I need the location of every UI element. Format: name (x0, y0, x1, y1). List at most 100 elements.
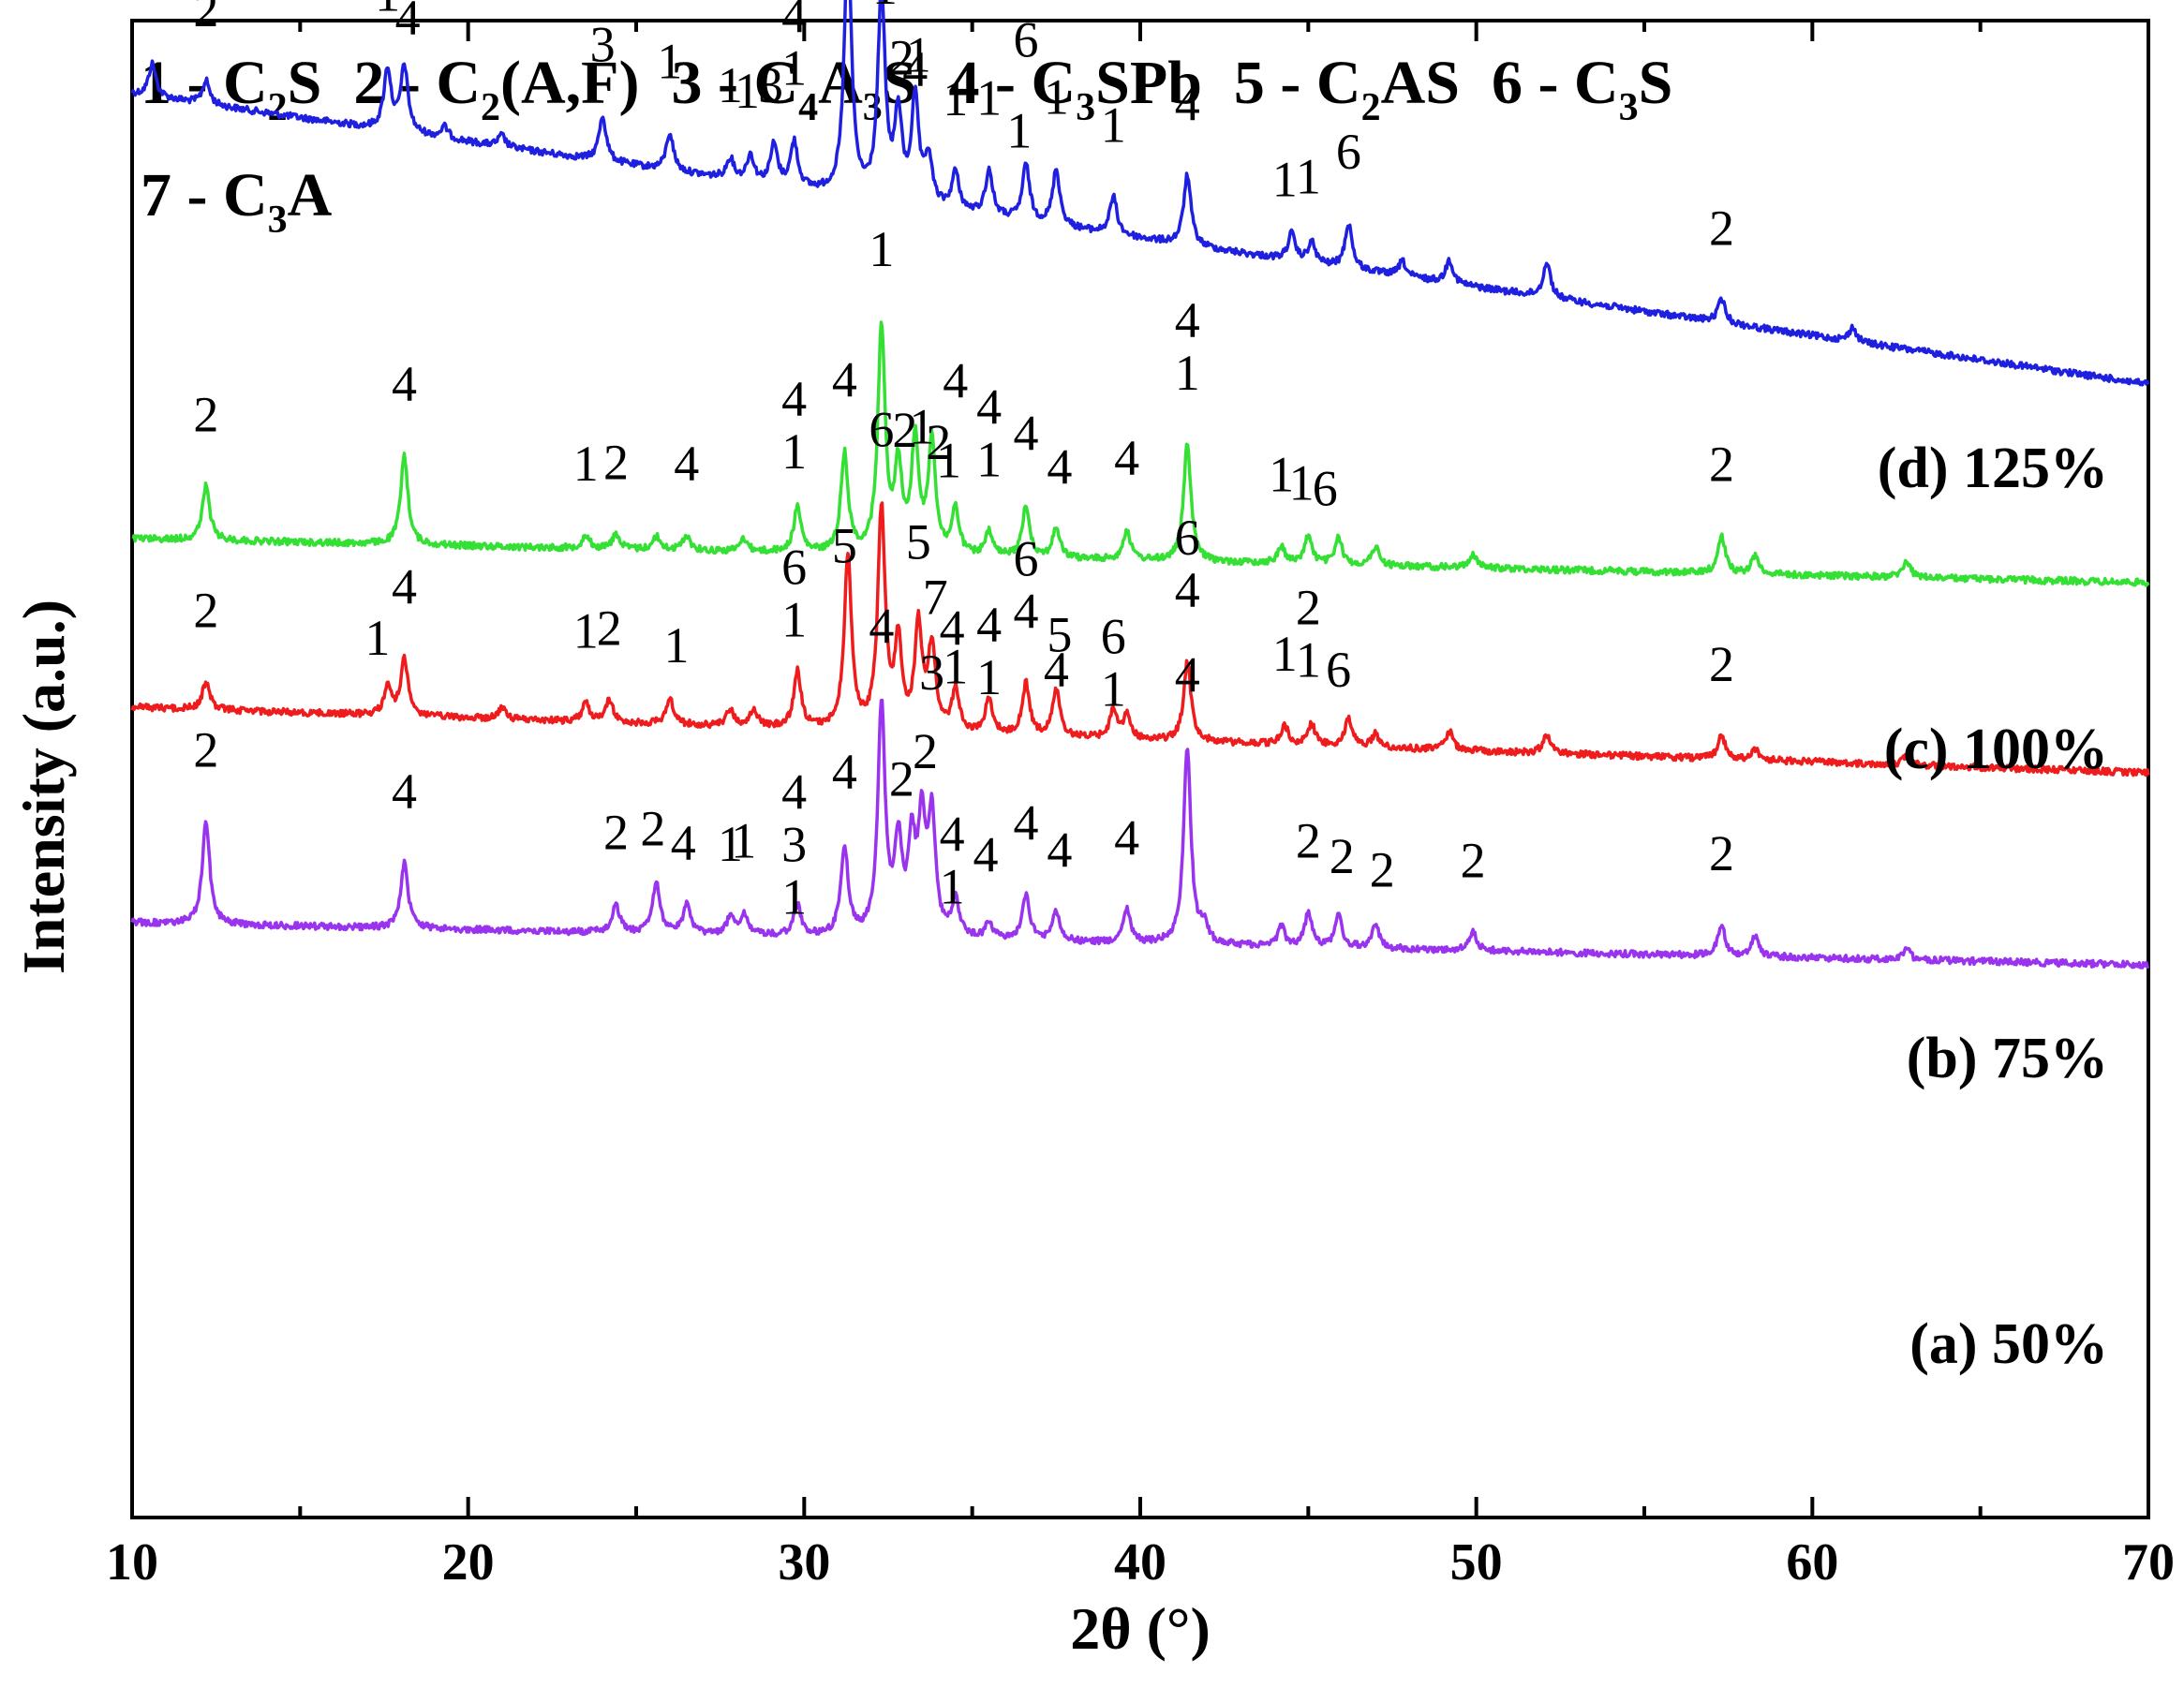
peak-label: 1 (573, 603, 599, 659)
peak-label: 2 (603, 805, 629, 861)
peak-label: 2 (193, 387, 218, 443)
peak-label: 2 (1709, 636, 1734, 692)
peak-label: 4 (832, 744, 857, 800)
peak-label: 4 (1044, 642, 1069, 698)
series-label: (c) 100% (1884, 718, 2108, 781)
peak-label: 6 (1313, 461, 1338, 517)
peak-label: 3 (781, 816, 807, 872)
x-tick-label: 20 (442, 1533, 495, 1592)
peak-label: 2 (889, 751, 914, 807)
peak-label: 6 (1014, 530, 1039, 586)
y-axis-title: Intensity (a.u.) (10, 600, 77, 974)
peak-label: 5 (832, 517, 857, 573)
peak-label: 4 (392, 763, 417, 820)
peak-label: 4 (832, 351, 857, 407)
peak-label: 1 (735, 63, 760, 119)
legend-formula: AS (1381, 49, 1460, 117)
peak-label: 1 (1272, 626, 1298, 682)
peak-labels: 2143111341112141161114116224124414121241… (193, 0, 1734, 925)
peak-label: 1 (1101, 661, 1126, 718)
peak-label: 6 (1175, 510, 1200, 566)
xrd-trace (130, 0, 2150, 387)
legend-formula: S (288, 49, 322, 117)
peak-label: 2 (1370, 842, 1395, 898)
peak-label: 6 (1326, 642, 1351, 698)
peak-label: 1 (657, 34, 682, 90)
peak-label: 4 (1114, 809, 1139, 866)
peak-label: 4 (1014, 583, 1039, 639)
peak-label: 4 (1175, 647, 1200, 703)
peak-label: 7 (923, 570, 948, 626)
legend-formula: SPb (1095, 49, 1202, 117)
legend-subscript: 2 (268, 86, 288, 129)
peak-label: 4 (781, 763, 807, 820)
peak-label: 2 (892, 402, 917, 458)
series-label: (b) 75% (1907, 1027, 2108, 1090)
peak-label: 4 (1047, 822, 1072, 879)
peak-label: 4 (973, 827, 999, 883)
legend-formula: S (1639, 49, 1673, 117)
x-tick-label: 70 (2122, 1533, 2175, 1592)
peak-label: 2 (1461, 833, 1486, 889)
legend-entry: 7 - C (141, 161, 268, 230)
peak-label: 1 (940, 859, 965, 915)
peak-label: 1 (664, 617, 690, 674)
legend-subscript: 3 (863, 86, 883, 129)
peak-label: 4 (781, 371, 807, 427)
legend-subscript: 3 (1076, 86, 1095, 129)
peak-label: 6 (781, 540, 807, 596)
peak-label: 4 (1014, 406, 1039, 462)
x-tick-label: 40 (1114, 1533, 1166, 1592)
x-tick-label: 30 (778, 1533, 830, 1592)
peak-label: 1 (869, 221, 894, 277)
peak-label: 4 (781, 0, 807, 44)
legend-subscript: 2 (1361, 86, 1381, 129)
peak-label: 2 (1330, 828, 1355, 884)
peak-label: 2 (1296, 812, 1321, 868)
peak-label: 1 (1296, 632, 1321, 689)
peak-label: 1 (781, 868, 807, 925)
peak-label: 1 (872, 0, 898, 15)
peak-label: 2 (1709, 437, 1734, 493)
plot-frame (130, 19, 2150, 1519)
peak-label: 4 (1047, 439, 1072, 496)
peak-label: 1 (573, 436, 599, 492)
peak-label: 6 (869, 401, 894, 457)
peak-label: 4 (902, 41, 928, 97)
peak-label: 2 (603, 434, 629, 490)
legend-formula: A (288, 161, 333, 230)
peak-label: 4 (671, 815, 696, 871)
peak-label: 4 (674, 436, 699, 492)
x-tick-label: 10 (106, 1533, 158, 1592)
peak-label: 2 (926, 414, 951, 470)
peak-label: 1 (936, 433, 961, 489)
peak-label: 1 (909, 398, 934, 454)
peak-label: 4 (1175, 292, 1200, 348)
peak-label: 4 (1175, 76, 1200, 132)
legend-subscript: 3 (268, 199, 288, 242)
peak-label: 5 (1047, 607, 1072, 663)
legend-subscript: 3 (1619, 86, 1639, 129)
peak-label: 1 (943, 638, 968, 694)
peak-label: 1 (1296, 148, 1321, 204)
xrd-trace (130, 698, 2150, 970)
peak-label: 2 (640, 801, 665, 857)
peak-label: 1 (718, 816, 743, 872)
peak-label: 4 (943, 352, 968, 408)
legend-entry: 6 - C (1492, 49, 1619, 117)
legend-entry: 2 - C (353, 49, 481, 117)
peak-label: 6 (1101, 609, 1126, 665)
peak-label: 1 (1175, 345, 1200, 401)
peak-label: 1 (976, 69, 1002, 126)
x-tick-label: 50 (1450, 1533, 1503, 1592)
peak-label: 1 (1289, 455, 1315, 511)
peak-label: 1 (943, 70, 968, 126)
xrd-traces (130, 0, 2150, 970)
series-label: (d) 125% (1878, 437, 2108, 500)
peak-label: 1 (976, 649, 1002, 705)
peak-label: 2 (1709, 825, 1734, 881)
peak-label: 6 (1336, 124, 1361, 180)
peak-label: 6 (1014, 11, 1039, 67)
x-tick-label: 60 (1786, 1533, 1838, 1592)
peak-label: 2 (193, 0, 218, 37)
